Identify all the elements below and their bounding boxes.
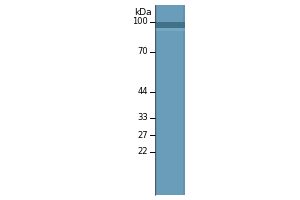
Text: 70: 70 xyxy=(137,47,148,56)
Bar xyxy=(155,28,185,31)
Text: kDa: kDa xyxy=(134,8,152,17)
Text: 27: 27 xyxy=(137,130,148,140)
Bar xyxy=(183,5,185,195)
Text: 33: 33 xyxy=(137,114,148,122)
Bar xyxy=(155,5,157,195)
Text: 22: 22 xyxy=(137,148,148,156)
Text: 44: 44 xyxy=(137,88,148,97)
Bar xyxy=(155,22,185,28)
Text: 100: 100 xyxy=(132,18,148,26)
Bar xyxy=(155,5,185,195)
